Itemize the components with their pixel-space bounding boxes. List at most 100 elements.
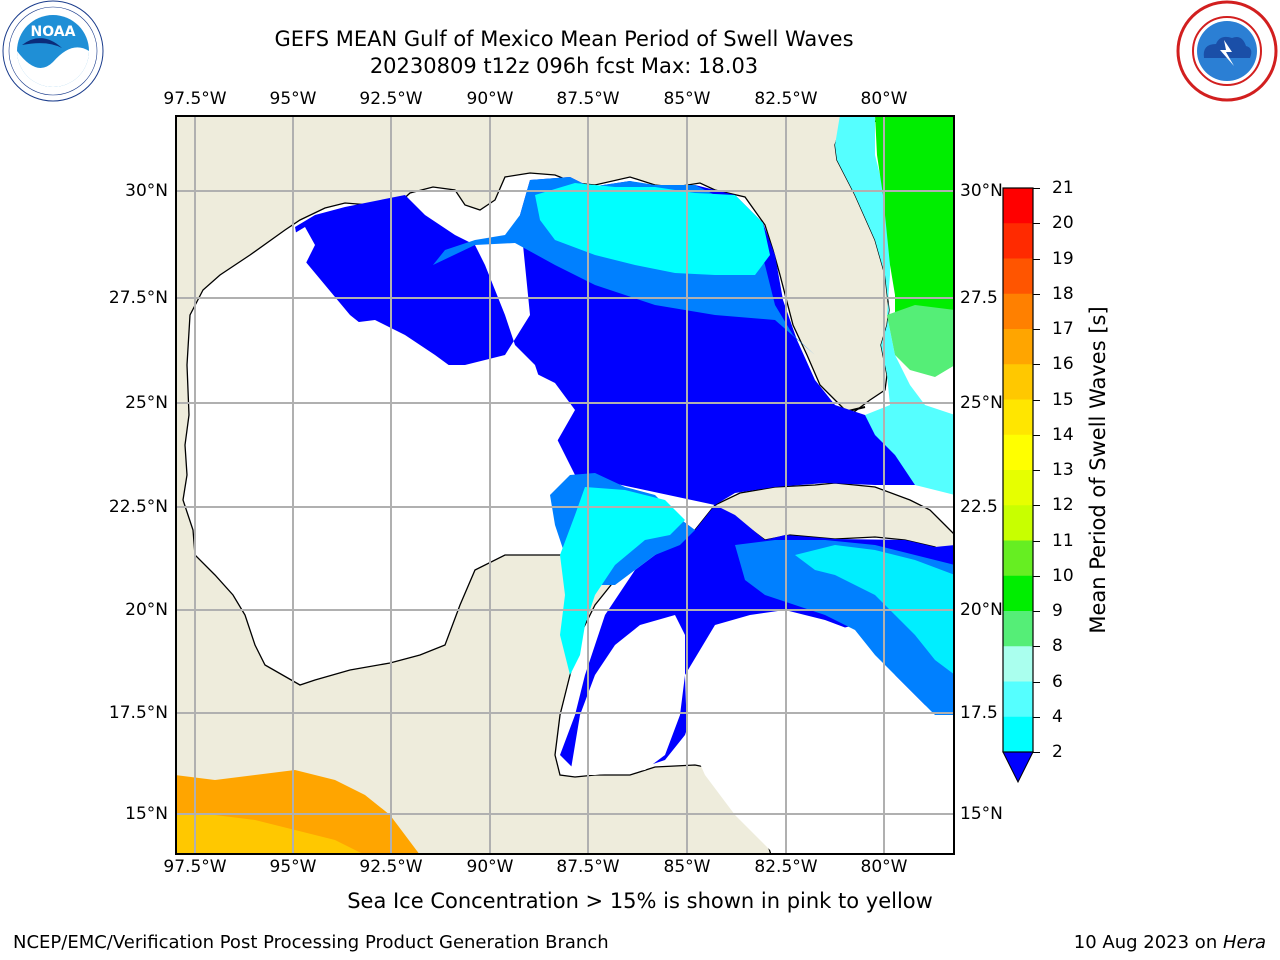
swell-field-white-south bbox=[570, 615, 685, 775]
colorbar-tick-label: 8 bbox=[1052, 636, 1063, 657]
colorbar-cell bbox=[1003, 188, 1033, 224]
swell-field-cyan-atlantic bbox=[835, 115, 955, 495]
graticule bbox=[175, 115, 955, 855]
colorbar-extend-arrow bbox=[1002, 751, 1034, 784]
lat-label: 30°N bbox=[125, 181, 168, 201]
colorbar-cell bbox=[1003, 575, 1033, 612]
map-subtitle: 20230809 t12z 096h fcst Max: 18.03 bbox=[369, 54, 759, 78]
swell-field-white-southeast bbox=[685, 610, 955, 855]
lat-label: 25°N bbox=[125, 393, 168, 413]
colorbar-cell bbox=[1003, 611, 1033, 647]
colorbar-tick-label: 11 bbox=[1052, 530, 1074, 551]
svg-text:NOAA: NOAA bbox=[31, 24, 76, 40]
lon-label: 97.5°W bbox=[163, 857, 227, 877]
lon-label: 87.5°W bbox=[556, 89, 620, 109]
lon-label: 97.5°W bbox=[163, 89, 227, 109]
swell-field-white-west bbox=[189, 227, 575, 615]
colorbar-tick-label: 17 bbox=[1052, 319, 1074, 339]
lon-label: 87.5°W bbox=[556, 857, 620, 877]
lat-label: 20°N bbox=[125, 600, 168, 620]
lat-label: 15°N bbox=[125, 804, 168, 824]
colorbar-tick-mark bbox=[1033, 434, 1040, 436]
lat-label: 27.5 bbox=[960, 288, 998, 308]
colorbar-tick-label: 6 bbox=[1052, 671, 1063, 692]
lon-label: 85°W bbox=[663, 857, 711, 877]
colorbar-tick-mark bbox=[1033, 470, 1040, 471]
map-frame bbox=[175, 115, 955, 855]
colorbar-tick-mark bbox=[1033, 646, 1040, 648]
lon-label: 82.5°W bbox=[754, 857, 818, 877]
lat-label: 22.5°N bbox=[108, 497, 168, 517]
colorbar-cell bbox=[1003, 434, 1033, 471]
colorbar-cell bbox=[1003, 681, 1033, 718]
colorbar-tick-label: 21 bbox=[1052, 178, 1074, 198]
lon-label: 92.5°W bbox=[359, 89, 423, 109]
footer-branch: NCEP/EMC/Verification Post Processing Pr… bbox=[13, 932, 609, 953]
colorbar-tick-mark bbox=[1033, 575, 1040, 577]
colorbar-tick-label: 9 bbox=[1052, 601, 1063, 621]
colorbar-label: Mean Period of Swell Waves [s] bbox=[1086, 306, 1110, 634]
lat-label: 27.5°N bbox=[108, 288, 168, 308]
colorbar-cell bbox=[1003, 505, 1033, 541]
sea-ice-note: Sea Ice Concentration > 15% is shown in … bbox=[347, 889, 933, 913]
colorbar-cell bbox=[1003, 364, 1033, 400]
swell-field-cyan-caribbean bbox=[560, 487, 685, 675]
colorbar-tick-label: 13 bbox=[1052, 460, 1074, 480]
footer-host: Hera bbox=[1222, 932, 1266, 953]
colorbar-cell bbox=[1003, 223, 1033, 259]
footer-date: 10 Aug 2023 on Hera bbox=[1074, 932, 1266, 953]
colorbar-tick-label: 12 bbox=[1052, 495, 1074, 516]
lat-label: 15°N bbox=[960, 804, 1003, 824]
colorbar bbox=[1002, 187, 1034, 784]
colorbar-tick-mark bbox=[1033, 716, 1040, 718]
colorbar-cell bbox=[1003, 399, 1033, 436]
colorbar-tick-label: 14 bbox=[1052, 424, 1074, 445]
map-title: GEFS MEAN Gulf of Mexico Mean Period of … bbox=[274, 27, 854, 51]
national-weather-service-logo bbox=[1176, 0, 1278, 102]
noaa-logo: NOAA bbox=[2, 0, 104, 102]
colorbar-tick-mark bbox=[1033, 611, 1040, 612]
colorbar-tick-label: 4 bbox=[1052, 706, 1063, 727]
colorbar-tick-mark bbox=[1033, 188, 1040, 189]
colorbar-tick-mark bbox=[1033, 293, 1040, 295]
colorbar-tick-mark bbox=[1033, 364, 1040, 366]
colorbar-tick-mark bbox=[1033, 399, 1040, 401]
lon-label: 92.5°W bbox=[359, 857, 423, 877]
colorbar-cell bbox=[1003, 540, 1033, 577]
colorbar-tick-mark bbox=[1033, 752, 1040, 753]
colorbar-cells bbox=[1003, 188, 1033, 753]
swell-field-cyan bbox=[535, 183, 770, 275]
lon-label: 95°W bbox=[269, 857, 317, 877]
lon-label: 95°W bbox=[269, 89, 317, 109]
lat-label: 17.5 bbox=[960, 703, 998, 723]
colorbar-tick-label: 20 bbox=[1052, 213, 1074, 234]
colorbar-tick-mark bbox=[1033, 681, 1040, 683]
colorbar-tick-label: 15 bbox=[1052, 389, 1074, 410]
colorbar-cell bbox=[1003, 293, 1033, 330]
colorbar-cell bbox=[1003, 329, 1033, 365]
colorbar-tick-mark bbox=[1033, 505, 1040, 507]
swell-field-yellow-pacific bbox=[175, 815, 365, 855]
lat-label: 20°N bbox=[960, 600, 1003, 620]
colorbar-tick-mark bbox=[1033, 258, 1040, 260]
colorbar-tick-mark bbox=[1033, 329, 1040, 330]
colorbar-tick-mark bbox=[1033, 223, 1040, 225]
lat-label: 30°N bbox=[960, 181, 1003, 201]
colorbar-cell bbox=[1003, 258, 1033, 295]
lon-label: 90°W bbox=[466, 857, 514, 877]
colorbar-tick-label: 2 bbox=[1052, 742, 1063, 762]
lon-label: 82.5°W bbox=[754, 89, 818, 109]
lat-label: 17.5°N bbox=[108, 703, 168, 723]
colorbar-tick-label: 18 bbox=[1052, 283, 1074, 304]
gulf-of-mexico-map bbox=[175, 115, 955, 855]
swell-field-green bbox=[875, 115, 955, 355]
colorbar-tick-label: 19 bbox=[1052, 248, 1074, 269]
swell-field-green-light bbox=[887, 305, 955, 377]
colorbar-cell bbox=[1003, 716, 1033, 753]
colorbar-cell bbox=[1003, 646, 1033, 682]
lat-label: 22.5 bbox=[960, 497, 998, 517]
swell-field-cyan-east bbox=[795, 545, 955, 675]
colorbar-tick-label: 16 bbox=[1052, 354, 1074, 375]
lon-label: 85°W bbox=[663, 89, 711, 109]
footer-date-text: 10 Aug 2023 on bbox=[1073, 932, 1223, 953]
